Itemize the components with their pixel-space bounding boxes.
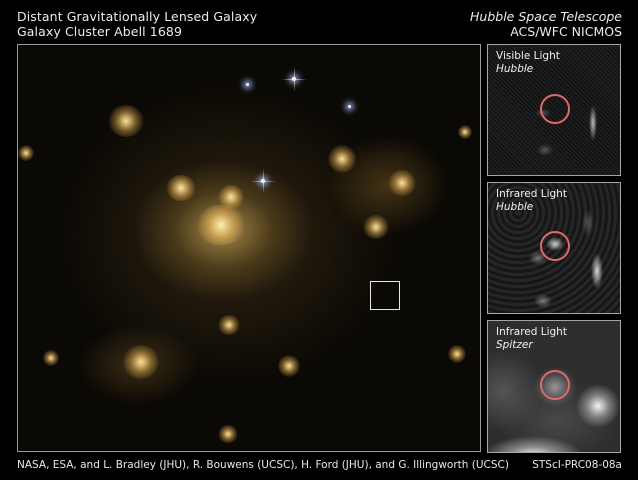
instrument-names: ACS/WFC NICMOS <box>510 24 622 39</box>
panel-wavelength: Visible Light <box>496 50 560 62</box>
panel-wavelength: Infrared Light <box>496 188 567 200</box>
diffraction-spike <box>294 66 295 92</box>
galaxy <box>43 350 59 366</box>
telescope-name: Hubble Space Telescope <box>470 9 622 24</box>
diffraction-spike <box>263 168 264 194</box>
panel-wavelength: Infrared Light <box>496 326 567 338</box>
panel-source: Hubble <box>496 201 534 213</box>
galaxy <box>458 125 472 139</box>
galaxy <box>218 185 244 209</box>
panel-infrared-spitzer: Infrared Light Spitzer <box>487 320 621 453</box>
galaxy <box>196 205 246 245</box>
title-line-2: Galaxy Cluster Abell 1689 <box>17 24 182 39</box>
galaxy <box>166 175 196 201</box>
lensed-galaxy-marker <box>370 281 400 310</box>
panel-label: Infrared Light Hubble <box>496 188 567 214</box>
galaxy <box>363 215 389 239</box>
title-line-1: Distant Gravitationally Lensed Galaxy <box>17 9 258 24</box>
galaxy <box>108 105 144 137</box>
galaxy <box>448 345 466 363</box>
cluster-image <box>17 44 481 452</box>
target-circle <box>540 94 570 124</box>
release-id: STScI-PRC08-08a <box>532 459 622 471</box>
galaxy <box>123 345 159 379</box>
instrument-credit: Hubble Space Telescope ACS/WFC NICMOS <box>470 9 622 39</box>
galaxy <box>218 425 238 443</box>
panel-infrared-hubble: Infrared Light Hubble <box>487 182 621 314</box>
panel-visible-hubble: Visible Light Hubble <box>487 44 621 176</box>
image-credit: NASA, ESA, and L. Bradley (JHU), R. Bouw… <box>17 459 509 471</box>
panel-source: Hubble <box>496 63 534 75</box>
target-circle <box>540 231 570 261</box>
galaxy <box>18 145 34 161</box>
galaxy <box>278 355 300 377</box>
panel-label: Infrared Light Spitzer <box>496 326 567 352</box>
foreground-star <box>246 83 249 86</box>
foreground-star <box>348 105 351 108</box>
panel-source: Spitzer <box>496 339 533 351</box>
galaxy <box>218 315 240 335</box>
galaxy <box>388 170 416 196</box>
image-title: Distant Gravitationally Lensed Galaxy Ga… <box>17 9 257 39</box>
galaxy <box>328 145 356 173</box>
target-circle <box>540 370 570 400</box>
panel-label: Visible Light Hubble <box>496 50 560 76</box>
